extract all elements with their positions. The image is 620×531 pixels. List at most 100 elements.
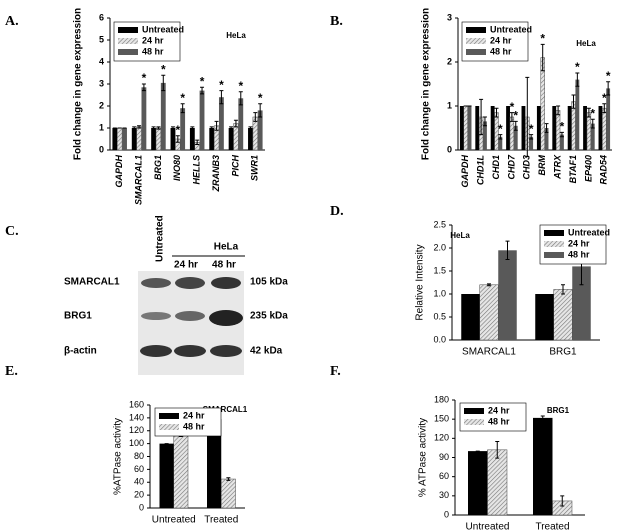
bar [468,451,488,515]
bar [498,250,517,340]
error-bar [540,43,545,72]
error-bar [498,134,503,140]
annotation: HeLa [226,31,246,40]
y-tick-label: 0.5 [433,311,446,321]
band [174,345,206,357]
blot-panel: C. Untreated HeLa 24 hr 48 hr SMARCAL1 1… [5,215,288,375]
error-bar [602,103,607,114]
error-bar [161,74,166,92]
bar [189,128,195,150]
significance-marker: * [175,123,180,137]
significance-marker: * [513,109,518,123]
x-tick-label: SMARCAL1 [462,347,516,358]
error-bar [209,126,214,130]
band [141,312,171,320]
size-label: 105 kDa [250,277,288,288]
y-tick-label: 120 [129,425,144,435]
legend-swatch [118,49,138,55]
bar [160,82,166,150]
significance-marker: * [498,122,503,136]
error-bar [151,126,156,130]
error-bar [529,134,534,140]
error-bar [586,107,591,118]
bar [228,128,234,150]
error-bar [175,135,180,143]
y-tick-label: 0.0 [433,334,446,344]
legend-label: 24 hr [142,35,164,45]
band [140,345,172,357]
legend-label: 48 hr [490,46,512,56]
bar [506,106,510,150]
bar [221,478,236,509]
error-bar [544,123,549,133]
band [211,277,241,289]
bar [513,125,518,150]
bar [463,105,468,151]
bar [487,449,508,516]
protein-label: SMARCAL1 [64,277,120,288]
x-tick-label: INO80 [172,155,182,181]
significance-marker: * [575,60,580,74]
error-bar [137,125,142,129]
x-tick-label: BTAF1 [568,155,578,183]
legend-swatch [466,49,486,55]
y-tick-label: 0 [444,509,449,519]
legend-label: 24 hr [488,405,510,415]
error-bar [487,283,491,287]
annotation: BRG1 [547,406,570,415]
x-tick-label: GAPDH [460,155,470,188]
error-bar [238,91,243,106]
y-axis-label: %ATPase activity [113,418,124,495]
bar [606,88,611,150]
y-tick-label: 80 [134,451,144,461]
y-tick-label: 0 [447,144,452,154]
x-tick-label: PICH [230,155,240,177]
y-tick-label: 100 [129,438,144,448]
error-bar [606,81,611,96]
legend-swatch [159,413,179,419]
y-tick-label: 160 [129,399,144,409]
x-tick-label: CHD7 [506,154,516,179]
panel-label: A. [5,14,19,29]
bar [238,98,244,150]
bar [533,417,553,515]
error-bar [513,120,518,131]
bar [598,106,603,150]
bar [521,106,526,150]
y-axis-label: Fold change in gene expression [73,8,84,160]
error-bar [482,116,487,127]
error-bar [575,72,580,87]
legend-label: Untreated [142,24,184,34]
bar [498,136,503,150]
significance-marker: * [161,62,166,76]
bar [475,106,480,150]
x-tick-label: BRG1 [153,155,163,180]
error-bar [141,83,146,92]
x-tick-label: Treated [204,515,238,526]
bar [141,87,147,150]
significance-marker: * [602,91,607,105]
x-tick-label: BRG1 [549,347,577,358]
bar [567,106,572,150]
x-tick-label: Untreated [466,522,510,531]
significance-marker: * [560,120,565,134]
x-tick-label: ZRANB3 [211,155,221,193]
bar [602,107,607,151]
error-bar [479,98,484,136]
panel-label: B. [330,14,343,29]
y-axis-label: Relative Intensity [415,244,426,320]
band [209,310,243,326]
bar [252,116,258,151]
error-bar [226,477,231,481]
y-tick-label: 60 [439,471,449,481]
legend-label: Untreated [490,24,532,34]
error-bar [200,86,205,95]
legend-swatch [118,27,138,33]
annotation: SMARCAL1 [203,405,248,414]
bar [207,419,222,508]
panel-label: C. [5,224,19,239]
legend-swatch [466,27,486,33]
band [175,277,205,289]
bar [155,127,162,151]
y-tick-label: 90 [439,452,449,462]
